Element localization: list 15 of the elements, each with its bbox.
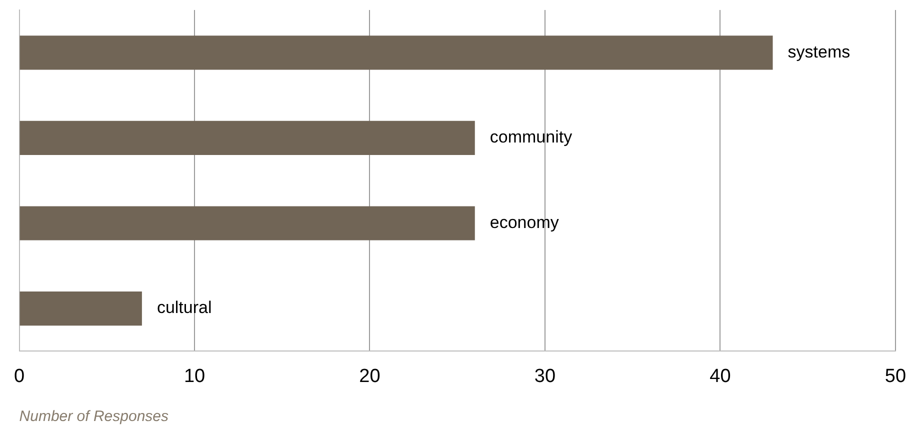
x-tick-label: 20 <box>359 366 380 387</box>
x-axis-title: Number of Responses <box>19 408 170 426</box>
y-tick-label: systems <box>788 42 850 62</box>
y-tick-label: community <box>490 128 573 147</box>
x-tick-label: 30 <box>534 366 556 387</box>
y-tick-label: cultural <box>156 298 212 318</box>
bar <box>20 291 142 326</box>
x-tick-label: 50 <box>884 366 906 387</box>
bar <box>20 206 475 240</box>
y-tick-label: economy <box>490 212 560 232</box>
bar <box>20 120 475 156</box>
x-tick-label: 10 <box>184 366 206 387</box>
x-tick-label: 0 <box>14 366 25 387</box>
bar <box>20 36 773 70</box>
x-tick-label: 40 <box>710 366 731 387</box>
